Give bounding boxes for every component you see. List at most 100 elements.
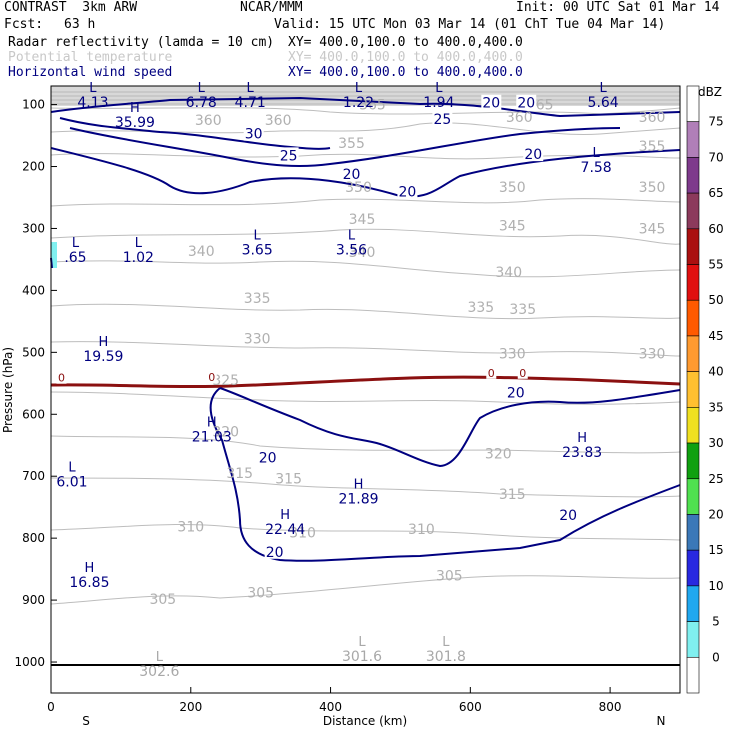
wind-label-7: 20 xyxy=(517,96,535,112)
theta-label-4: 360 xyxy=(506,110,533,126)
y-tick-label-9: 1000 xyxy=(14,655,45,669)
theta-label-25: 320 xyxy=(485,446,512,462)
wind-contour-lower-20 xyxy=(219,387,681,468)
theta-label-5: 360 xyxy=(639,110,666,126)
theta-contour-360 xyxy=(50,122,681,136)
colorbar-level-9: 30 xyxy=(708,436,723,450)
extremum-kind-15: H xyxy=(577,431,587,446)
wind-label-bg-2 xyxy=(278,147,299,163)
y-tick-label-1: 200 xyxy=(22,160,45,174)
extremum-value-8: .65 xyxy=(64,250,86,266)
colorbar-level-1: 70 xyxy=(708,150,723,164)
theta-contour-310 xyxy=(50,524,681,541)
colorbar-swatch-15 xyxy=(686,621,700,658)
plot-frame xyxy=(50,85,681,694)
theta-label-0: 365 xyxy=(359,98,386,114)
colorbar-level-3: 60 xyxy=(708,222,723,236)
extremum-value-21: 302.6 xyxy=(139,664,179,680)
theta-label-31: 310 xyxy=(408,522,435,538)
wind-label-8: 20 xyxy=(507,386,525,402)
colorbar-swatch-10 xyxy=(686,442,700,480)
x-tick-label-4: 800 xyxy=(599,700,622,714)
theta-label-20: 330 xyxy=(244,332,271,348)
theta-label-22: 330 xyxy=(639,347,666,363)
colorbar-swatch-2 xyxy=(686,157,700,194)
theta-contour-365 xyxy=(50,107,681,115)
extremum-kind-16: H xyxy=(354,478,364,493)
wind-label-bg-1 xyxy=(432,110,453,126)
axis-ticks: 0 200 400 600 800100200300400500600700800900… xyxy=(14,98,621,714)
extremum-kind-12: H xyxy=(99,335,109,350)
theta-label-14: 340 xyxy=(188,244,215,260)
wind-contour-upper-20-b xyxy=(50,147,681,198)
wind-contour-upper-30 xyxy=(59,117,331,150)
model-title: CONTRAST 3km ARW xyxy=(4,0,138,15)
colorbar-swatch-12 xyxy=(686,514,700,551)
wind-label-5: 20 xyxy=(524,147,542,163)
y-tick-label-2: 300 xyxy=(22,221,45,235)
extremum-value-17: 22.44 xyxy=(265,522,305,538)
colorbar-level-2: 65 xyxy=(708,186,723,200)
theta-label-19: 335 xyxy=(509,302,536,318)
reflectivity-echo xyxy=(51,242,57,268)
theta-label-6: 355 xyxy=(338,136,365,152)
extremum-value-5: 5.64 xyxy=(588,95,619,111)
x-tick-label-1: 200 xyxy=(179,700,202,714)
wind-label-9: 20 xyxy=(259,451,277,467)
extremum-kind-21: L xyxy=(156,650,164,665)
y-tick-label-3: 400 xyxy=(22,283,45,297)
extremum-value-10: 3.65 xyxy=(242,243,273,259)
extremum-value-16: 21.89 xyxy=(338,492,378,508)
wind-contours xyxy=(50,96,681,562)
theta-label-10: 350 xyxy=(639,180,666,196)
wind-label-bg-5 xyxy=(523,146,544,162)
colorbar-swatch-7 xyxy=(686,335,700,372)
theta-label-21: 330 xyxy=(499,347,526,363)
theta-label-18: 335 xyxy=(467,300,494,316)
theta-contours xyxy=(50,107,681,605)
extremum-kind-13: H xyxy=(207,416,217,431)
wind-label-bg-11 xyxy=(558,507,579,523)
extremum-kind-5: L xyxy=(599,81,607,96)
wind-label-0: 30 xyxy=(245,127,263,143)
x-tick-label-2: 400 xyxy=(319,700,342,714)
x-tick-label-3: 600 xyxy=(459,700,482,714)
colorbar-level-11: 20 xyxy=(708,507,723,521)
theta-contour-330 xyxy=(50,341,681,357)
extremum-value-11: 3.56 xyxy=(336,243,367,259)
theta-contour-335 xyxy=(50,303,681,320)
y-tick-label-4: 500 xyxy=(22,345,45,359)
field-2-name: Potential temperature xyxy=(8,50,173,65)
wind-contour-upper-25 xyxy=(69,127,621,167)
wind-label-1: 25 xyxy=(433,112,451,128)
freezing-level-line xyxy=(50,375,681,389)
extremum-kind-2: L xyxy=(247,81,255,96)
extremum-value-19: 301.6 xyxy=(342,649,382,665)
theta-label-26: 315 xyxy=(226,466,253,482)
wind-label-3: 20 xyxy=(343,167,361,183)
field-1-name: Radar reflectivity (lamda = 10 cm) xyxy=(8,35,275,50)
freezing-label-0: 0 xyxy=(58,372,65,385)
theta-contour-315 xyxy=(50,477,681,498)
valid-time: Valid: 15 UTC Mon 03 Mar 14 (01 ChT Tue … xyxy=(274,17,666,32)
freezing-label-1: 0 xyxy=(208,371,215,384)
theta-label-11: 345 xyxy=(349,212,376,228)
freezing-label-bg-0 xyxy=(56,371,67,384)
extremum-value-4: 1.94 xyxy=(423,95,454,111)
wind-label-2: 25 xyxy=(280,148,298,164)
extrema-labels: L4.13L6.78L4.71L1.22L1.94L5.64H35.99L7.5… xyxy=(56,81,618,680)
colorbar-level-5: 50 xyxy=(708,293,723,307)
theta-contour-320 xyxy=(50,435,681,454)
extremum-kind-11: L xyxy=(348,229,356,244)
theta-label-9: 350 xyxy=(499,180,526,196)
theta-label-17: 335 xyxy=(244,291,271,307)
y-tick-label-7: 800 xyxy=(22,531,45,545)
theta-label-34: 305 xyxy=(436,568,463,584)
extremum-value-0: 4.13 xyxy=(77,95,108,111)
theta-label-23: 325 xyxy=(212,373,239,389)
theta-label-27: 315 xyxy=(275,472,302,488)
colorbar-swatch-4 xyxy=(686,228,700,265)
theta-label-2: 360 xyxy=(195,113,222,129)
